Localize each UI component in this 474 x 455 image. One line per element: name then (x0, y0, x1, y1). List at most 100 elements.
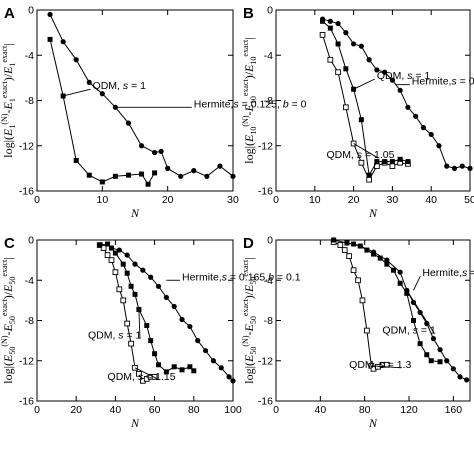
x-tick-label: 30 (227, 194, 239, 206)
series-line (49, 39, 156, 186)
data-point-open-square (355, 277, 361, 284)
data-point-circle (230, 378, 236, 384)
data-point-square (139, 171, 145, 177)
data-point-square (397, 280, 403, 286)
data-point-open-square (104, 252, 111, 258)
x-tick-label: 0 (273, 404, 279, 416)
data-point-square (397, 156, 403, 162)
data-point-circle (155, 283, 162, 289)
data-point-circle (436, 143, 442, 149)
data-point-square (152, 170, 158, 176)
annotation-label: Hermite,s = 0.165,b = 0.1 (182, 271, 301, 283)
data-point-square (60, 93, 66, 99)
annotation-label: Hermite,s = 0.14, b = 0 (412, 76, 474, 88)
annotation-text: = 0.1 (274, 271, 301, 283)
ylabel-part: | (1, 43, 15, 45)
data-point-circle (343, 30, 349, 36)
ylabel-e: E (242, 284, 256, 293)
data-point-square (404, 290, 410, 296)
ylabel-sup: exact (0, 259, 9, 277)
annotation-leader (353, 143, 379, 159)
data-point-circle (374, 67, 380, 73)
annotation-text: = 1 (128, 80, 146, 92)
data-point-circle (459, 163, 465, 169)
chart-panel-c: C0 20 40 60 80 100-16-12-8-40Nlog|(E50(N)-E50… (0, 235, 301, 431)
annotation-leader (134, 367, 160, 381)
data-point-open-square (116, 286, 123, 293)
data-point-circle (47, 11, 53, 18)
ylabel-e: E (1, 354, 15, 363)
y-tick-label: -8 (25, 95, 34, 107)
data-point-square (125, 172, 131, 178)
data-point-circle (413, 113, 419, 119)
data-point-open-square (359, 297, 366, 304)
ylabel-sub: 1 (8, 125, 17, 129)
ylabel-part: log|( (242, 362, 256, 384)
data-point-circle (428, 131, 434, 138)
series-line (49, 14, 234, 177)
data-point-square (163, 369, 169, 375)
data-point-square (187, 364, 193, 370)
ylabel-sup: exact (241, 259, 250, 277)
annotation-text: = 0 (289, 98, 307, 110)
x-tick-label: 20 (70, 404, 82, 416)
ylabel-e: E (242, 64, 256, 73)
ylabel-part: log|( (1, 136, 15, 158)
data-point-circle (366, 57, 372, 63)
data-point-open-square (337, 242, 344, 248)
data-point-open-square (335, 69, 341, 76)
data-point-square (405, 159, 411, 165)
data-point-square (343, 66, 349, 72)
y-tick-label: -16 (19, 186, 34, 198)
data-point-circle (397, 87, 403, 93)
ylabel-sub: 50 (8, 277, 17, 285)
data-point-circle (430, 336, 437, 342)
data-point-circle (451, 165, 458, 171)
panel-letter: C (4, 235, 15, 252)
data-point-square (358, 117, 364, 123)
data-point-open-square (350, 140, 357, 147)
y-axis-label: log|(E50(N)-E50exact)/E50exact| (0, 257, 17, 383)
data-point-square (331, 237, 337, 243)
y-tick-label: -4 (264, 275, 273, 287)
x-axis-label: N (130, 416, 140, 430)
annotation-text: s (123, 80, 129, 92)
data-point-circle (319, 16, 326, 22)
panel-letter: B (243, 5, 254, 22)
annotation-text: s (413, 325, 419, 337)
ylabel-sup: exact (0, 45, 9, 63)
ylabel-part: | (1, 257, 15, 259)
data-point-open-square (120, 297, 127, 304)
y-tick-label: 0 (267, 5, 273, 17)
annotation-text: s (462, 267, 468, 279)
x-tick-label: 80 (188, 404, 200, 416)
data-point-square (156, 362, 162, 368)
x-tick-label: 20 (162, 194, 174, 206)
annotation-leader (371, 365, 402, 369)
data-point-square (73, 157, 79, 163)
data-point-circle (405, 104, 411, 110)
annotation-text: s (222, 271, 228, 283)
data-point-square (389, 159, 395, 165)
series-line (322, 18, 471, 169)
ylabel-sup: exact (0, 299, 9, 317)
annotation-label: Hermite,s = 0.2,b = 0.2 (422, 267, 474, 279)
x-axis-label: N (368, 416, 378, 430)
data-point-open-square (319, 32, 326, 38)
ylabel-sup: (N) (0, 113, 9, 124)
ylabel-e: E (1, 128, 15, 137)
annotation-text: b (268, 271, 274, 283)
data-point-square (384, 261, 390, 267)
annotation-text: QDM, (93, 80, 123, 92)
ylabel-part: - (242, 332, 256, 336)
ylabel-part: - (1, 332, 15, 336)
data-point-circle (124, 252, 130, 258)
annotation-text: s (451, 76, 457, 88)
data-point-open-square (136, 370, 142, 377)
data-point-open-square (366, 176, 372, 183)
data-point-circle (195, 338, 201, 344)
annotation-text: Hermite, (182, 271, 222, 283)
data-point-circle (358, 43, 364, 49)
plot-frame (275, 239, 471, 402)
data-point-open-square (350, 267, 357, 274)
